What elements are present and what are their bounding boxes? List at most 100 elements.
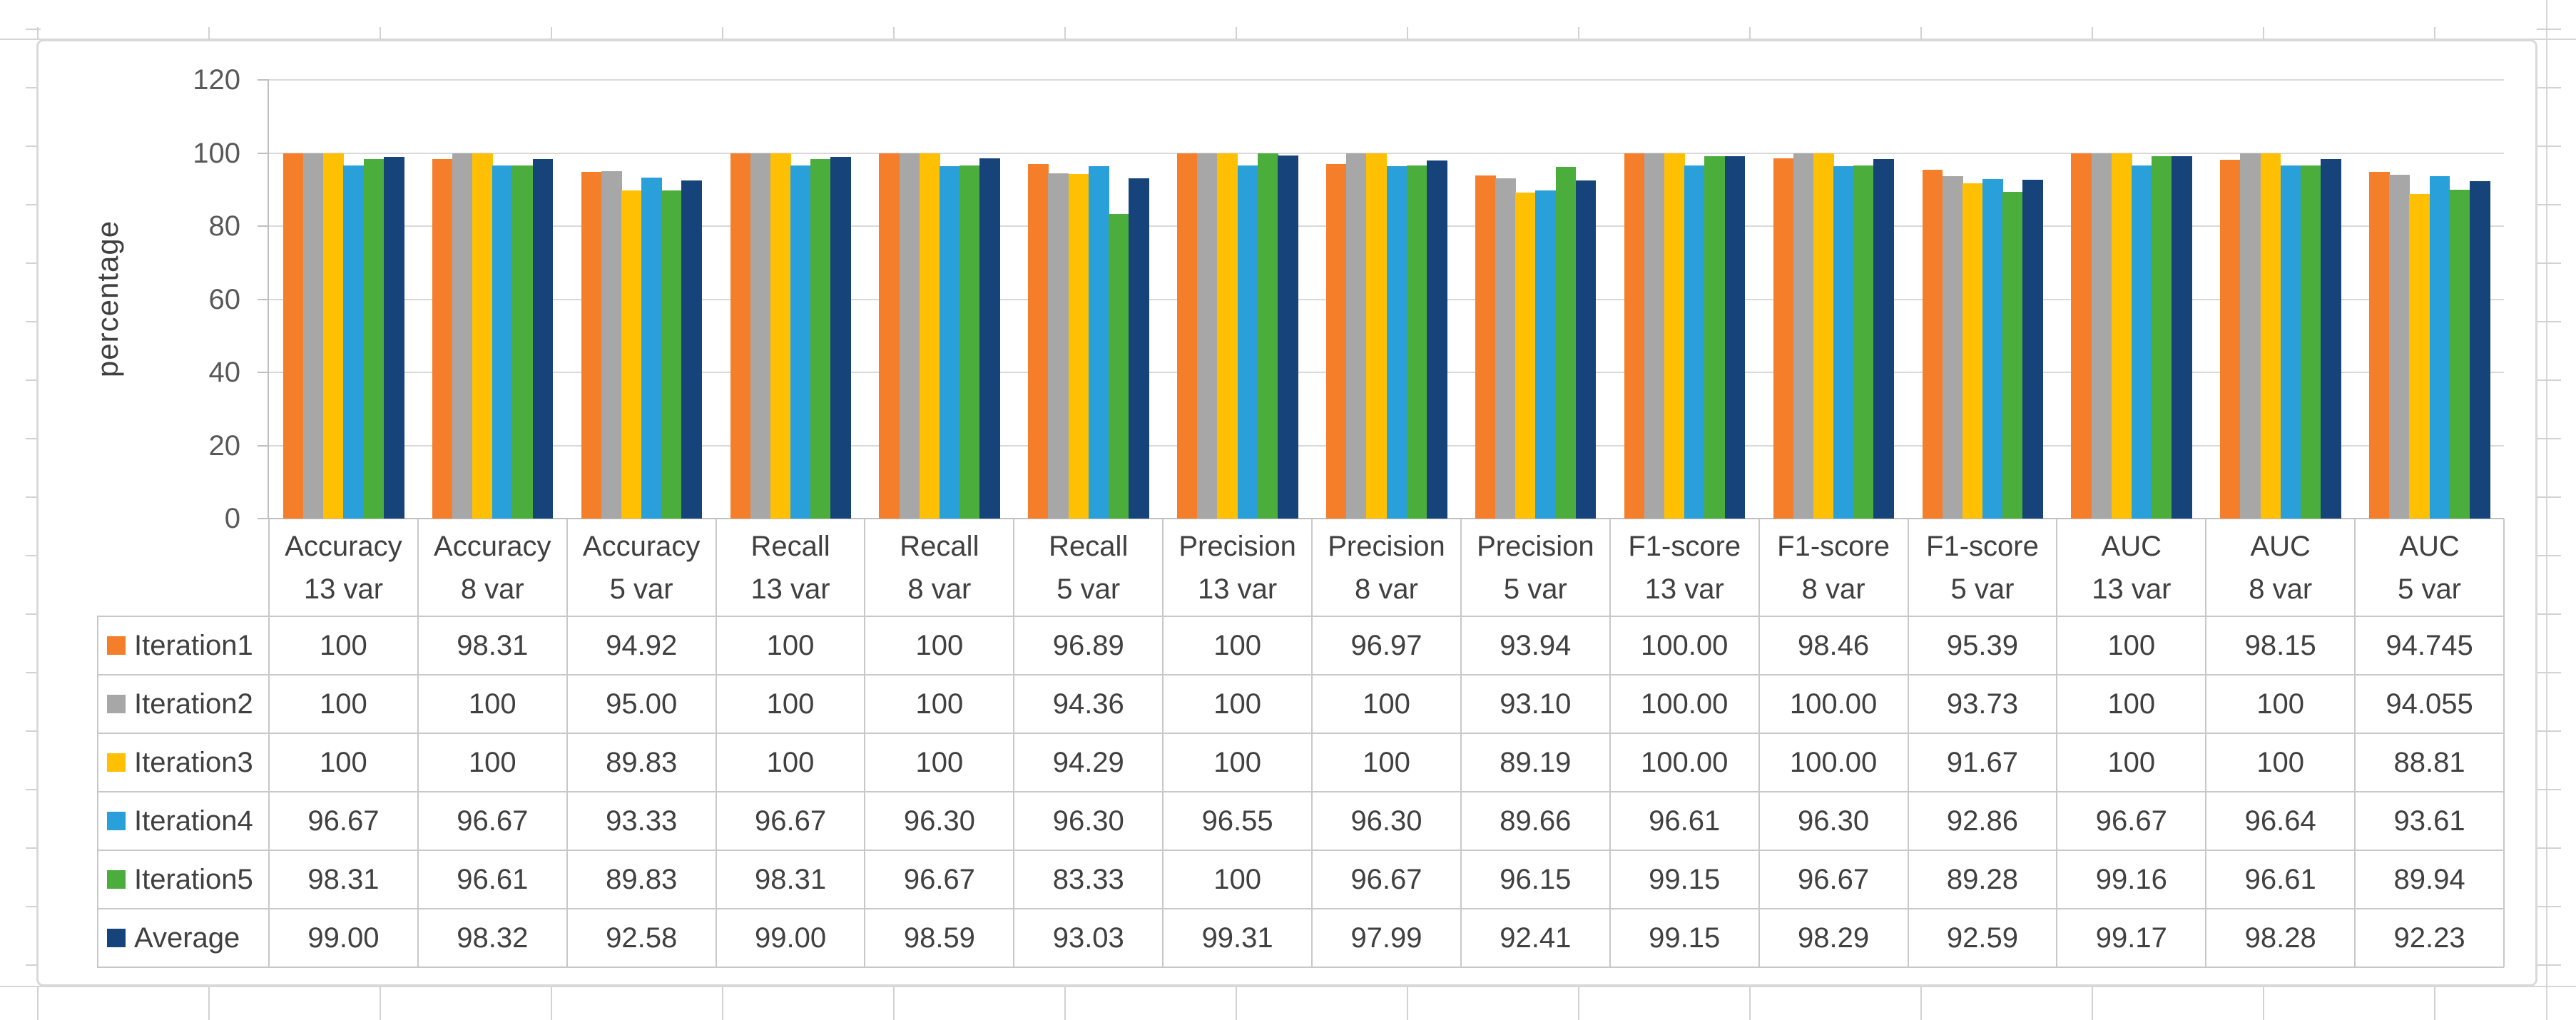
table-cell: 89.28 [1946, 863, 2019, 895]
bar-iteration5-accuracy-5-var [661, 190, 683, 519]
y-axis-tick-label: 0 [224, 503, 240, 534]
bar-iteration1-auc-8-var [2220, 159, 2241, 519]
worksheet-row-tick [26, 438, 41, 439]
table-cell: 100 [2107, 629, 2156, 661]
table-cell: 94.92 [606, 629, 678, 661]
worksheet-column-tick [208, 27, 210, 39]
worksheet-column-tick [1749, 27, 1751, 39]
table-cell: 96.30 [1052, 805, 1124, 837]
table-cell: 100.00 [1641, 629, 1729, 661]
bar-iteration5-recall-5-var [1108, 213, 1129, 519]
bar-iteration5-f1-score-5-var [2002, 192, 2023, 519]
worksheet-column-tick [2434, 987, 2435, 1020]
category-header-cell: Accuracy 8 var [418, 521, 567, 613]
table-column-border [268, 519, 270, 967]
table-cell: 100 [766, 688, 815, 720]
y-axis-tick [258, 79, 269, 81]
table-cell: 95.39 [1946, 629, 2019, 661]
table-cell: 100 [468, 688, 516, 720]
table-cell: 100 [2256, 688, 2305, 720]
bar-iteration1-recall-8-var [879, 153, 900, 519]
table-column-border [2503, 519, 2505, 967]
y-axis-title: percentage [91, 220, 124, 378]
worksheet-row-tick [2537, 613, 2561, 615]
category-vars-label: 8 var [460, 573, 524, 605]
bar-iteration1-precision-13-var [1177, 153, 1198, 519]
bar-iteration3-f1-score-8-var [1813, 153, 1834, 519]
category-vars-label: 8 var [2249, 573, 2313, 605]
bar-iteration5-recall-13-var [810, 159, 832, 519]
table-column-border [2056, 519, 2058, 967]
bar-iteration1-f1-score-13-var [1624, 153, 1645, 519]
bar-iteration2-recall-13-var [750, 153, 771, 519]
bar-iteration1-accuracy-13-var [283, 153, 304, 519]
table-cell: 83.33 [1052, 863, 1124, 895]
bar-iteration5-auc-5-var [2449, 190, 2470, 519]
bar-iteration4-precision-5-var [1535, 190, 1557, 519]
bar-average-precision-5-var [1575, 180, 1597, 519]
bar-iteration5-recall-8-var [959, 165, 980, 519]
category-header-cell: AUC 5 var [2355, 521, 2504, 613]
table-cell: 98.31 [307, 863, 380, 895]
table-cell: 98.15 [2244, 629, 2316, 661]
worksheet-row-tick [26, 204, 41, 205]
worksheet-column-tick [1920, 27, 1922, 39]
worksheet-column-tick [380, 987, 381, 1020]
worksheet-row-tick [26, 613, 41, 615]
table-cell: 92.58 [606, 922, 678, 954]
series-name: Iteration2 [134, 688, 253, 720]
table-cell: 89.66 [1500, 805, 1572, 837]
bar-iteration1-accuracy-5-var [581, 171, 602, 519]
worksheet-row-tick [2537, 496, 2561, 498]
table-cell: 96.15 [1500, 863, 1572, 895]
bar-iteration3-recall-5-var [1068, 173, 1089, 519]
bar-iteration3-recall-8-var [919, 153, 940, 519]
bar-iteration4-precision-8-var [1386, 166, 1407, 519]
worksheet-column-tick [2092, 27, 2093, 39]
bar-iteration1-auc-13-var [2071, 153, 2092, 519]
table-cell: 99.17 [2095, 922, 2167, 954]
bar-iteration2-auc-8-var [2240, 153, 2261, 519]
bar-average-recall-13-var [830, 156, 852, 519]
category-metric-label: F1-score [1777, 530, 1890, 562]
worksheet-row-tick [2537, 555, 2561, 556]
metrics-bar-chart: percentage 0 20 40 60 80 100 120 Accuracy 13 va… [36, 39, 2537, 986]
table-cell: 100 [2107, 746, 2156, 778]
table-cell: 100 [320, 688, 367, 720]
bar-iteration4-accuracy-8-var [492, 165, 514, 519]
table-column-border [1162, 519, 1164, 967]
series-name: Iteration4 [134, 805, 253, 837]
y-axis-tick [258, 518, 269, 519]
category-header-cell: Precision 13 var [1163, 521, 1312, 613]
category-header-cell: Recall 8 var [865, 521, 1014, 613]
bar-average-recall-5-var [1129, 178, 1149, 519]
worksheet-row-tick [2537, 29, 2561, 30]
category-header-cell: Recall 13 var [716, 521, 865, 613]
table-cell: 98.46 [1798, 629, 1870, 661]
table-cell: 99.31 [1201, 922, 1273, 954]
y-axis-tick-label: 100 [193, 137, 240, 169]
table-cell: 99.16 [2095, 863, 2167, 895]
table-column-border [566, 519, 568, 967]
bar-iteration1-accuracy-8-var [432, 159, 453, 519]
y-axis-line [268, 80, 269, 519]
worksheet-column-tick [1407, 987, 1408, 1020]
bar-average-accuracy-13-var [383, 156, 404, 519]
table-cell: 96.89 [1052, 629, 1124, 661]
worksheet-row-tick [26, 555, 41, 556]
table-cell: 99.00 [307, 922, 380, 954]
bar-iteration5-accuracy-8-var [512, 165, 534, 519]
bar-average-f1-score-5-var [2022, 180, 2044, 519]
series-name: Average [134, 922, 240, 954]
table-cell: 92.23 [2393, 922, 2465, 954]
worksheet-row-tick [26, 321, 41, 322]
table-left-border [97, 616, 98, 967]
worksheet-column-tick [1578, 27, 1579, 39]
table-cell: 100 [320, 746, 367, 778]
category-metric-label: Precision [1477, 530, 1594, 562]
worksheet-row-tick [2537, 321, 2561, 322]
table-cell: 89.83 [606, 746, 678, 778]
worksheet-column-tick [1749, 987, 1751, 1020]
bar-iteration3-precision-5-var [1515, 192, 1537, 519]
worksheet-column-tick [1236, 27, 1237, 39]
